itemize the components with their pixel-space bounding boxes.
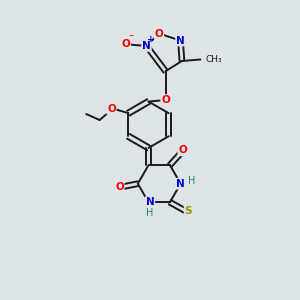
- Text: H: H: [188, 176, 196, 186]
- Text: S: S: [184, 206, 192, 215]
- Text: ⁻: ⁻: [128, 34, 134, 44]
- Text: N: N: [142, 41, 151, 51]
- Text: O: O: [154, 28, 163, 38]
- Text: O: O: [161, 95, 170, 105]
- Text: N: N: [176, 179, 185, 189]
- Text: H: H: [146, 208, 154, 218]
- Text: CH₃: CH₃: [206, 55, 222, 64]
- Text: O: O: [115, 182, 124, 192]
- Text: +: +: [146, 35, 154, 44]
- Text: N: N: [176, 36, 185, 46]
- Text: O: O: [178, 145, 187, 155]
- Text: O: O: [107, 104, 116, 114]
- Text: N: N: [146, 197, 154, 207]
- Text: O: O: [121, 40, 130, 50]
